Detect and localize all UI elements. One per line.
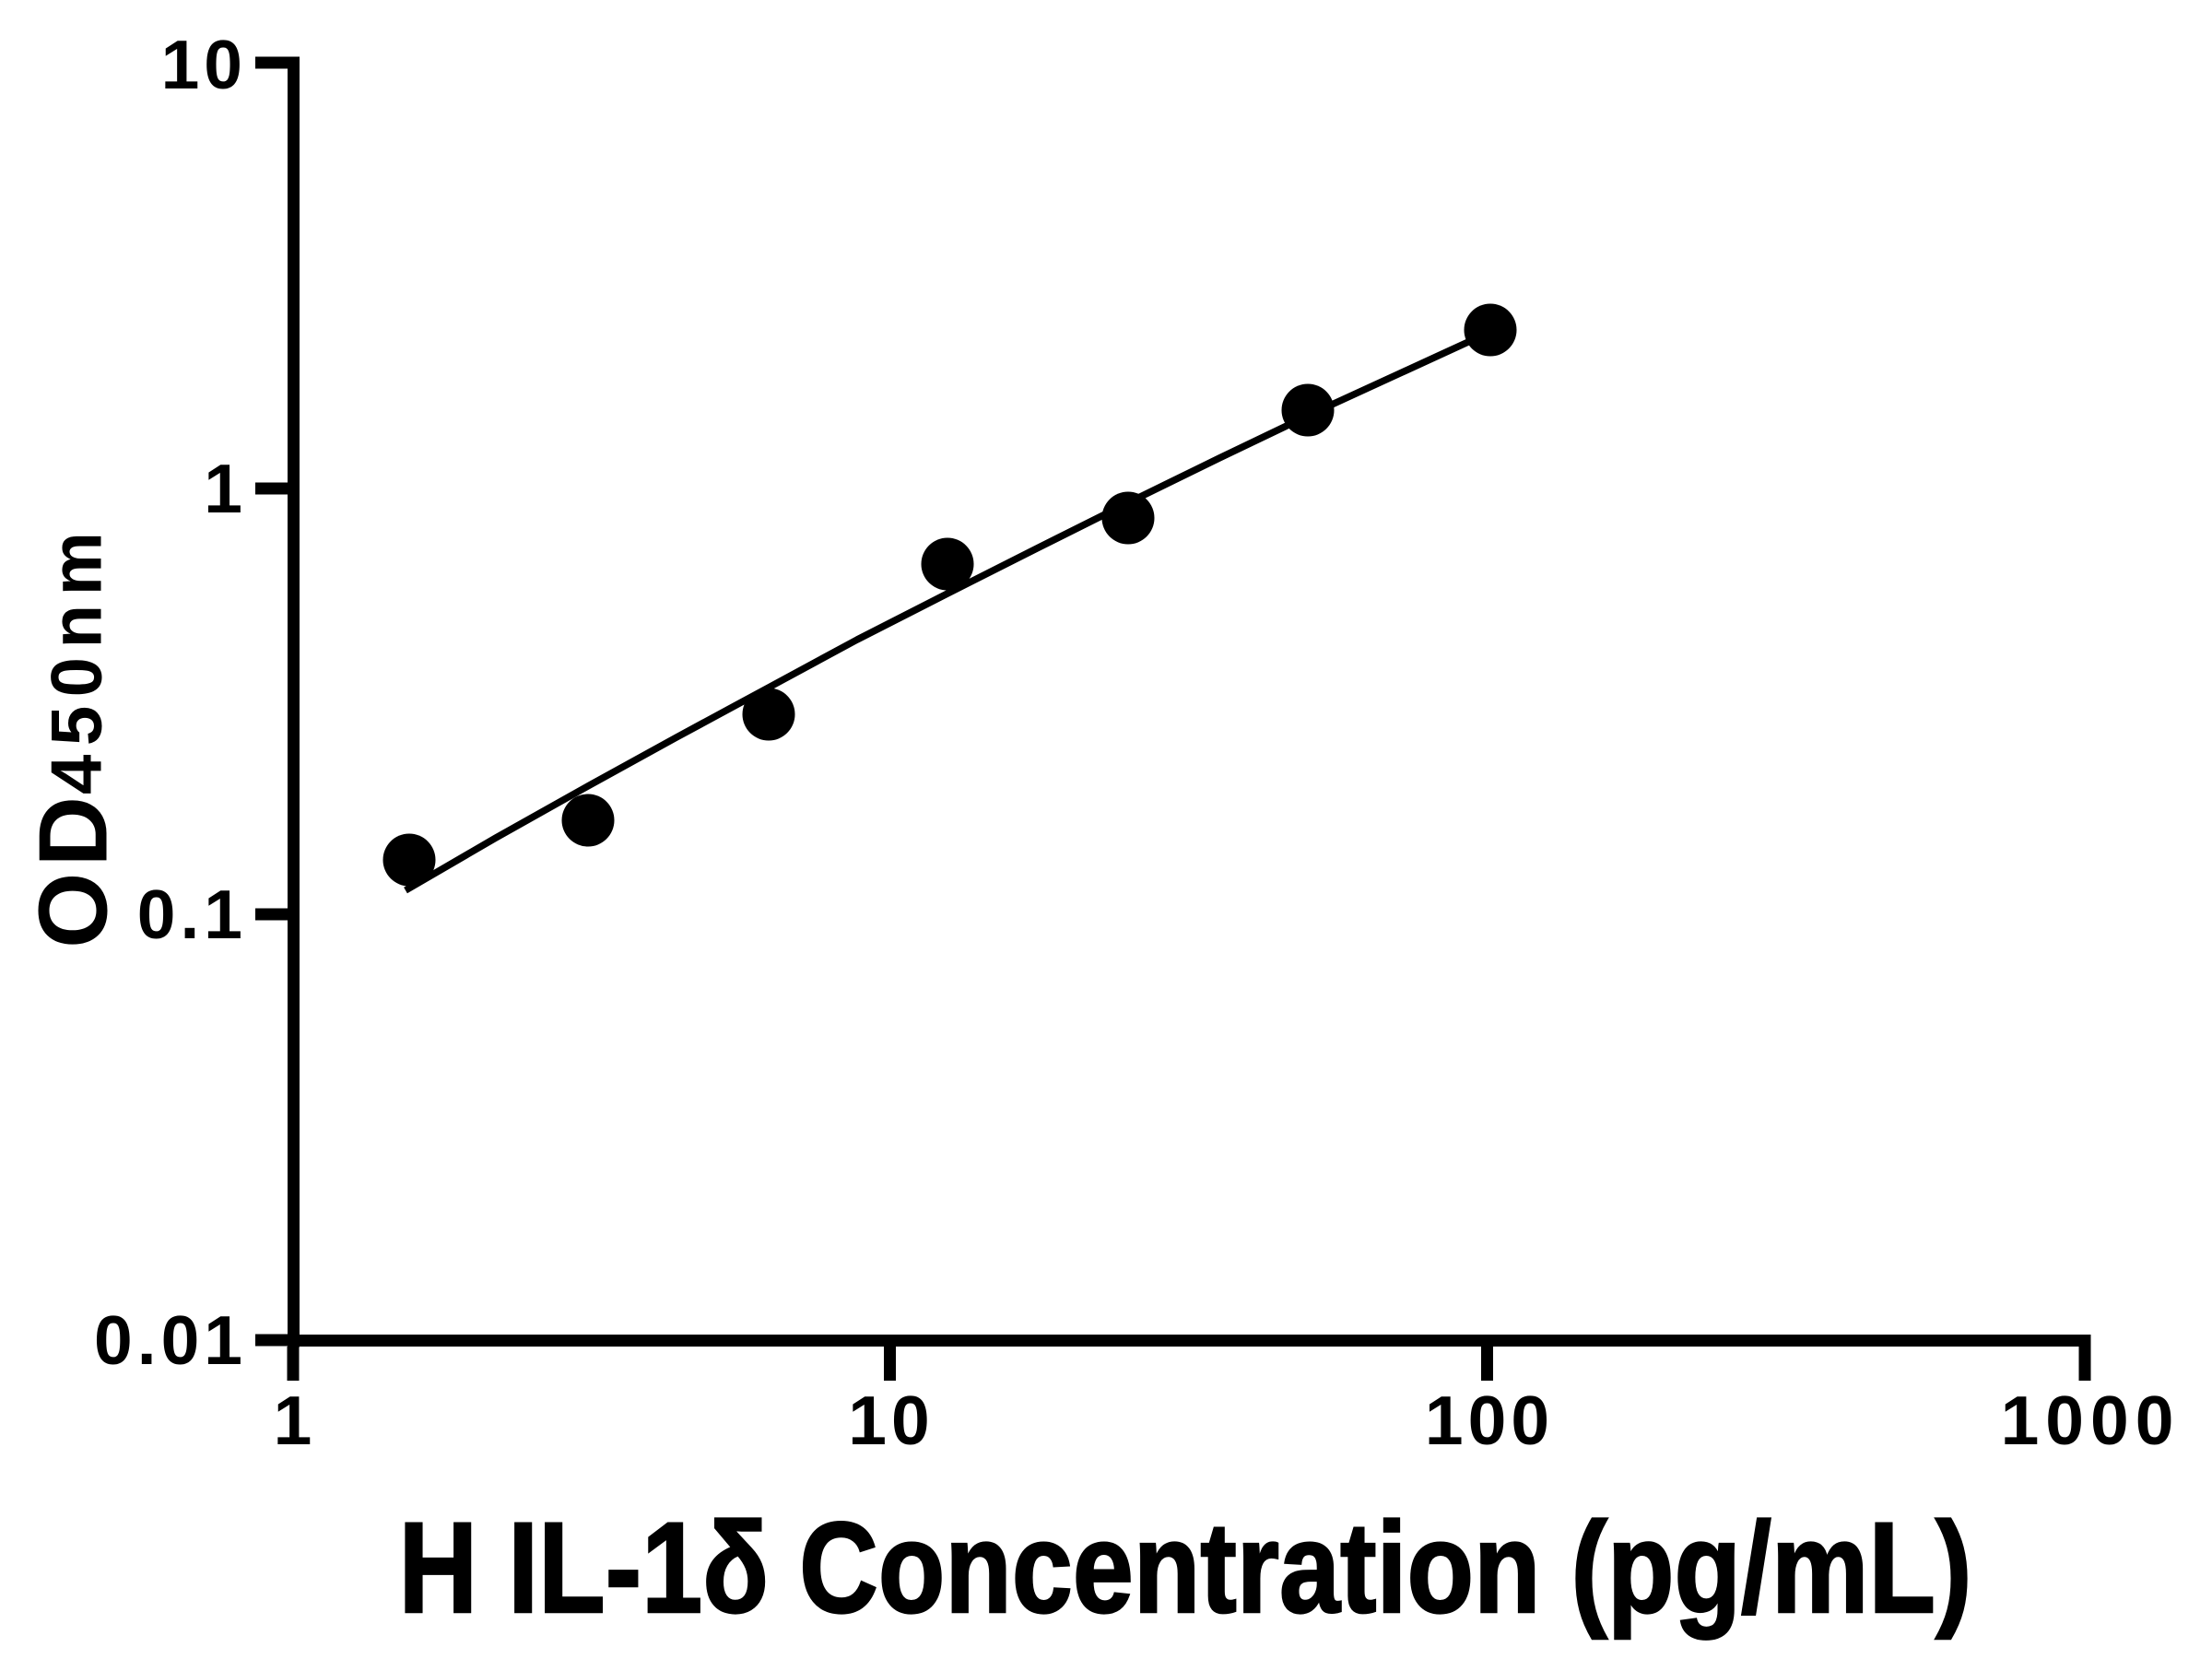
svg-text:100: 100 (1425, 1382, 1554, 1459)
svg-text:450nm: 450nm (36, 532, 117, 794)
svg-text:0.01: 0.01 (94, 1301, 247, 1379)
svg-text:1: 1 (274, 1382, 317, 1459)
svg-text:H IL-1δ Concentration (pg/mL): H IL-1δ Concentration (pg/mL) (399, 1495, 1972, 1640)
svg-text:10: 10 (848, 1382, 934, 1459)
svg-text:10: 10 (161, 26, 247, 103)
svg-text:OD: OD (19, 791, 128, 948)
svg-text:0.1: 0.1 (137, 876, 247, 953)
svg-text:1000: 1000 (2001, 1382, 2181, 1459)
svg-text:1: 1 (204, 450, 247, 527)
